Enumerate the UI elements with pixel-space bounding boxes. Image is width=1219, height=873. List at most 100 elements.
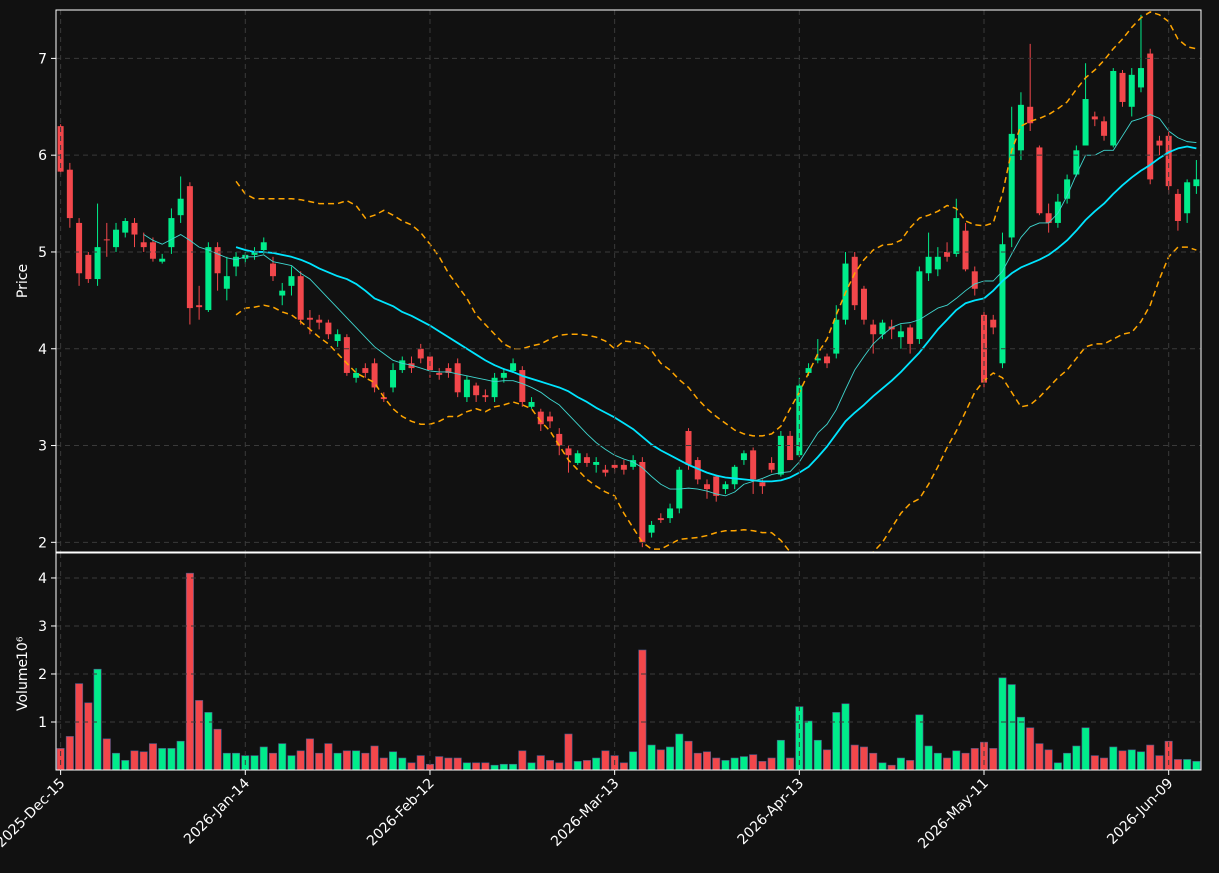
y-tick-label: 2 [38, 535, 47, 551]
volume-bar [93, 668, 102, 770]
candle-body [113, 229, 120, 248]
volume-bar [804, 720, 813, 770]
candle-body [722, 484, 729, 490]
candle-body [306, 317, 313, 320]
candle-body [851, 256, 858, 306]
volume-bar [1035, 743, 1044, 770]
volume-bar [130, 750, 139, 770]
volume-bar [647, 744, 656, 770]
volume-bar [352, 750, 361, 770]
y-tick-label: 4 [38, 342, 47, 358]
volume-bar [472, 762, 481, 770]
candle-body [168, 218, 175, 248]
volume-bar [536, 755, 545, 770]
candle-body [925, 256, 932, 274]
volume-bar [841, 703, 850, 770]
candle-body [1174, 193, 1181, 221]
volume-bar [638, 649, 647, 770]
candle-body [140, 242, 147, 248]
volume-bar [767, 757, 776, 770]
candle-body [907, 327, 914, 344]
volume-bar [813, 739, 822, 770]
volume-bar [555, 762, 564, 770]
volume-bar [139, 751, 148, 770]
volume-bar [1053, 762, 1062, 770]
candle-body [1101, 121, 1108, 136]
volume-bar [1173, 759, 1182, 770]
candle-body [491, 377, 498, 398]
volume-bar [269, 752, 277, 770]
candle-body [233, 256, 240, 267]
volume-bar [1016, 716, 1025, 770]
candle-body [713, 476, 720, 496]
candle-body [94, 247, 101, 280]
candle-body [1119, 72, 1126, 102]
candle-body [445, 368, 452, 373]
candle-body [454, 363, 461, 393]
candle-body [787, 435, 794, 461]
price-plot [57, 11, 1200, 552]
candle-body [574, 453, 581, 463]
candle-body [186, 186, 193, 309]
volume-bar [1118, 750, 1127, 770]
volume-bar [675, 733, 684, 770]
candle-body [953, 218, 960, 254]
volume-bar [915, 714, 924, 770]
volume-bar [185, 572, 194, 770]
volume-bar [1044, 749, 1053, 770]
candle-body [1165, 135, 1172, 187]
candle-body [796, 385, 803, 456]
candle-body [602, 469, 609, 473]
candle-body [1064, 179, 1071, 199]
volume-bar [213, 728, 222, 770]
candle-body [962, 230, 969, 270]
candle-body [777, 435, 784, 475]
volume-bar [693, 752, 702, 770]
candle-body [620, 464, 627, 470]
volume-bar [961, 752, 970, 770]
candle-body [759, 482, 766, 487]
candle-body [223, 276, 230, 289]
volume-bar [333, 752, 342, 770]
volume-bar [712, 757, 721, 770]
candle-body [343, 337, 350, 373]
candle-body [731, 466, 738, 485]
y-tick-label: 5 [38, 245, 47, 261]
candle-body [159, 258, 166, 262]
y-tick-label: 4 [38, 571, 47, 587]
volume-bar [509, 763, 518, 770]
candle-body [537, 411, 544, 425]
candle-body [251, 251, 258, 255]
volume-bar [546, 760, 555, 770]
candle-body [334, 334, 341, 342]
volume-bar [869, 752, 878, 770]
volume-bar [573, 761, 582, 770]
candle-body [519, 370, 526, 402]
volume-bar [859, 746, 868, 770]
candle-body [316, 319, 323, 323]
candle-body [565, 448, 572, 456]
volume-frame [55, 552, 1202, 771]
candle-body [1184, 182, 1191, 214]
candle-body [916, 271, 923, 340]
candle-body [399, 360, 406, 371]
candle-body [944, 251, 951, 257]
volume-bar [112, 752, 121, 770]
volume-bar [564, 733, 573, 770]
candle-body [639, 461, 646, 543]
candle-body [833, 319, 840, 354]
candle-body [824, 356, 831, 364]
volume-bar [204, 712, 213, 770]
volume-bar [702, 751, 711, 770]
candle-body [703, 484, 710, 490]
volume-bar [490, 764, 499, 770]
volume-bar [222, 752, 231, 770]
volume-bar [933, 752, 942, 770]
volume-bar [1026, 727, 1035, 770]
candle-body [1073, 150, 1080, 175]
volume-bar [1072, 745, 1081, 770]
volume-bar [1007, 684, 1016, 770]
candle-body [417, 348, 424, 359]
